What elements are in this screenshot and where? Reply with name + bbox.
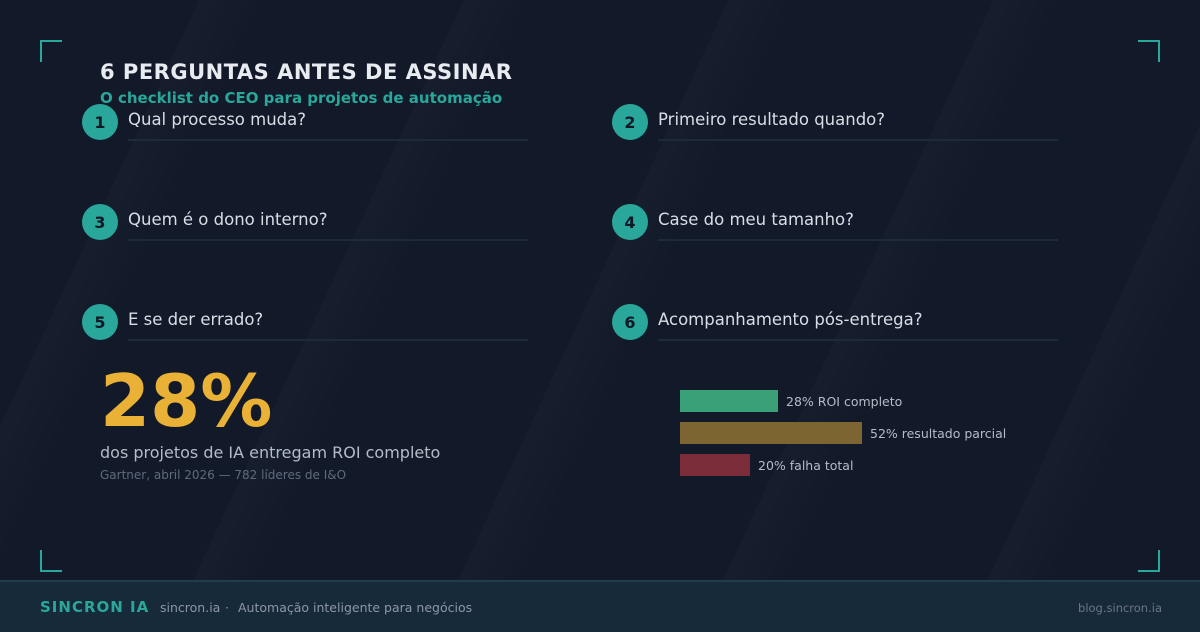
question-number-badge: 4: [612, 204, 648, 240]
bar-3: [680, 454, 750, 476]
page-title: 6 PERGUNTAS ANTES DE ASSINAR: [100, 60, 513, 84]
stat-source: Gartner, abril 2026 — 782 líderes de I&O: [100, 468, 347, 482]
question-text: Acompanhamento pós-entrega?: [658, 310, 923, 329]
question-number-badge: 1: [82, 104, 118, 140]
stat-value: 28%: [100, 359, 273, 443]
question-number-badge: 5: [82, 304, 118, 340]
question-text: Case do meu tamanho?: [658, 210, 854, 229]
question-number-badge: 6: [612, 304, 648, 340]
question-divider: [128, 339, 528, 341]
question-divider: [128, 139, 528, 141]
footer-tagline: Automação inteligente para negócios: [238, 600, 473, 615]
corner-bracket-bottom-right: [1138, 550, 1160, 572]
question-divider: [128, 239, 528, 241]
question-text: Qual processo muda?: [128, 110, 307, 129]
page-subtitle: O checklist do CEO para projetos de auto…: [100, 89, 503, 107]
bar-label-3: 20% falha total: [758, 458, 854, 473]
footer-separator: ·: [225, 600, 229, 615]
bar-label-1: 28% ROI completo: [786, 394, 903, 409]
question-number-badge: 2: [612, 104, 648, 140]
question-number-badge: 3: [82, 204, 118, 240]
question-text: E se der errado?: [128, 310, 264, 329]
question-divider: [658, 139, 1058, 141]
bar-1: [680, 390, 778, 412]
footer: SINCRON IA sincron.ia · Automação inteli…: [0, 580, 1200, 632]
corner-bracket-bottom-left: [40, 550, 62, 572]
stat-description: dos projetos de IA entregam ROI completo: [100, 443, 441, 462]
bar-label-2: 52% resultado parcial: [870, 426, 1007, 441]
corner-bracket-top-right: [1138, 40, 1160, 62]
footer-site-link[interactable]: sincron.ia: [160, 600, 221, 615]
brand-logo-text: SINCRON IA: [40, 598, 150, 616]
question-text: Quem é o dono interno?: [128, 210, 328, 229]
corner-bracket-top-left: [40, 40, 62, 62]
bar-2: [680, 422, 862, 444]
question-divider: [658, 239, 1058, 241]
question-divider: [658, 339, 1058, 341]
footer-blog-link[interactable]: blog.sincron.ia: [1078, 601, 1162, 615]
question-text: Primeiro resultado quando?: [658, 110, 886, 129]
